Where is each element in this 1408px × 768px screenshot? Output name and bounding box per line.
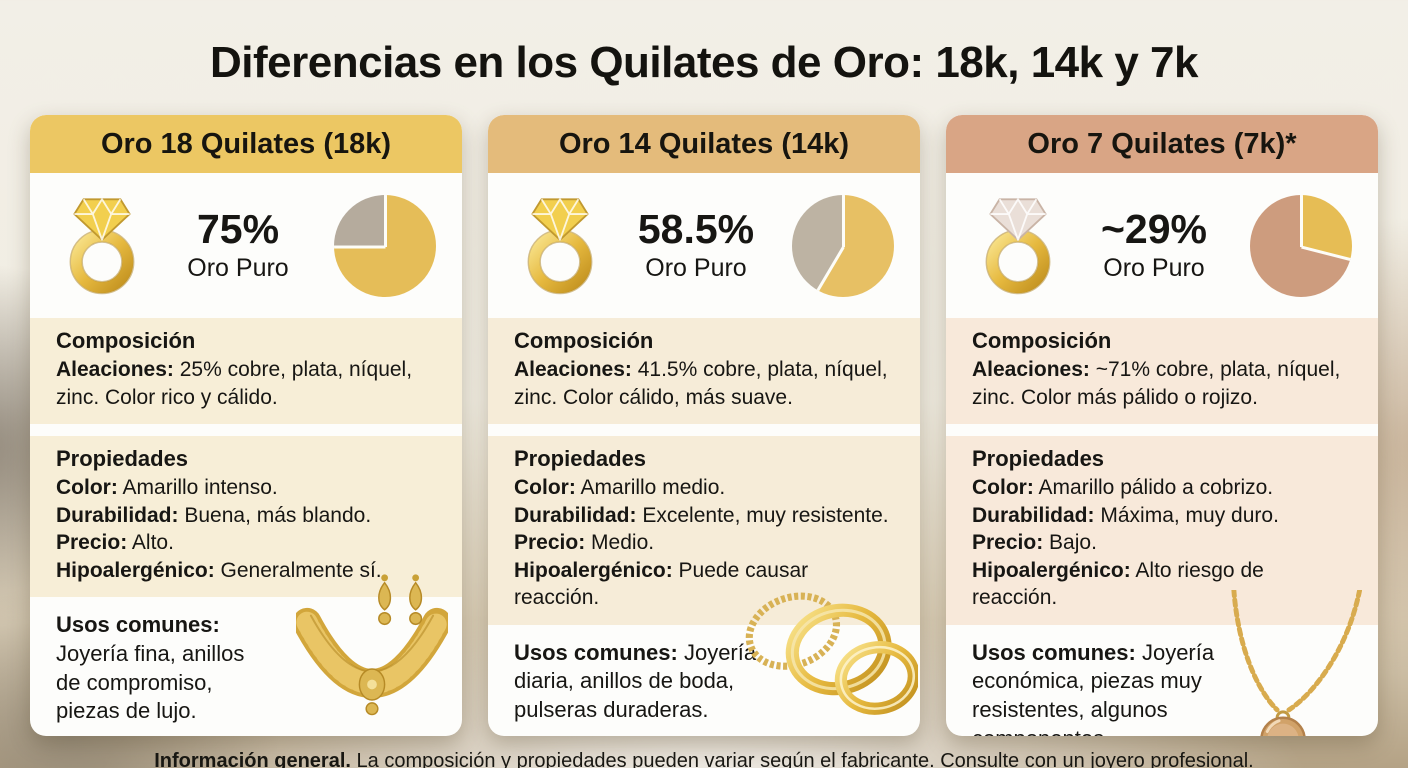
purity-percent: 75% (196, 206, 280, 253)
property-label: Precio: (514, 531, 586, 554)
uses-text: Usos comunes: Joyería fina, anillos de c… (56, 611, 273, 726)
karat-cards-row: Oro 18 Quilates (18k) 75% Oro Puro (30, 115, 1378, 736)
section-title: Composición (514, 328, 654, 353)
card-header-14k: Oro 14 Quilates (14k) (488, 115, 920, 173)
property-row: Color: Amarillo pálido a cobrizo. (972, 474, 1352, 502)
property-row: Hipoalergénico: Puede causar reacción. (514, 557, 894, 612)
properties-section: Propiedades Color: Amarillo intenso. Dur… (30, 436, 462, 597)
property-value: Máxima, muy duro. (1100, 503, 1279, 527)
property-label: Hipoalergénico: (972, 558, 1131, 582)
karat-card-7k: Oro 7 Quilates (7k)* ~29% Oro Puro (946, 115, 1378, 736)
page-title: Diferencias en los Quilates de Oro: 18k,… (210, 38, 1198, 87)
property-label: Durabilidad: (972, 503, 1095, 527)
footer-lead: Información general. (154, 750, 351, 768)
gold-ring-icon (56, 190, 148, 301)
property-row: Hipoalergénico: Alto riesgo de reacción. (972, 557, 1352, 612)
gold-ring-icon (514, 190, 606, 301)
properties-section: Propiedades Color: Amarillo medio. Durab… (488, 436, 920, 625)
purity-value-block: ~29% Oro Puro (1064, 208, 1250, 282)
pie-seam (1300, 245, 1352, 261)
purity-percent: ~29% (1100, 206, 1207, 253)
property-value: Alto riesgo de reacción. (972, 558, 1264, 610)
gold-necklace-earrings-icon (296, 574, 448, 716)
section-title: Composición (56, 328, 196, 353)
purity-value-block: 58.5% Oro Puro (606, 208, 792, 282)
uses-section: Usos comunes: Joyería fina, anillos de c… (30, 574, 462, 736)
purity-summary-14k: 58.5% Oro Puro (488, 173, 920, 318)
composition-section: Composición Aleaciones: 41.5% cobre, pla… (488, 318, 920, 424)
purity-pie-chart (334, 194, 436, 297)
composition-text: Aleaciones: 41.5% cobre, plata, níquel, … (514, 358, 888, 409)
uses-section: Usos comunes: Joyería diaria, anillos de… (488, 592, 920, 737)
composition-lead: Aleaciones: (972, 358, 1090, 381)
property-value: Amarillo pálido a cobrizo. (1038, 476, 1274, 499)
property-value: Amarillo intenso. (122, 476, 278, 499)
uses-label: Usos comunes: (972, 639, 1136, 665)
uses-label: Usos comunes: (56, 612, 220, 637)
section-title: Propiedades (514, 446, 647, 471)
purity-label: Oro Puro (1103, 253, 1205, 282)
property-value: Medio. (591, 531, 655, 554)
composition-lead: Aleaciones: (56, 358, 174, 381)
pie-seam (841, 194, 845, 247)
property-value: Puede causar reacción. (514, 558, 809, 610)
composition-text: Aleaciones: 25% cobre, plata, níquel, zi… (56, 358, 413, 409)
card-header-18k: Oro 18 Quilates (18k) (30, 115, 462, 173)
property-row: Precio: Medio. (514, 529, 894, 557)
section-title: Propiedades (972, 446, 1105, 471)
property-row: Hipoalergénico: Generalmente sí. (56, 557, 436, 585)
purity-pie-chart (792, 194, 894, 297)
property-label: Color: (56, 476, 118, 499)
section-title: Composición (972, 328, 1112, 353)
property-label: Hipoalergénico: (56, 558, 215, 582)
property-row: Color: Amarillo medio. (514, 474, 894, 502)
purity-percent: 58.5% (637, 206, 755, 253)
property-value: Bajo. (1049, 531, 1097, 554)
pie-seam (383, 194, 387, 247)
property-value: Buena, más blando. (184, 503, 372, 527)
purity-summary-7k: ~29% Oro Puro (946, 173, 1378, 318)
property-value: Amarillo medio. (580, 476, 726, 499)
card-header-7k: Oro 7 Quilates (7k)* (946, 115, 1378, 173)
property-label: Color: (514, 476, 576, 499)
purity-value-block: 75% Oro Puro (148, 208, 334, 282)
karat-card-14k: Oro 14 Quilates (14k) 58.5% Oro Puro (488, 115, 920, 736)
property-label: Precio: (972, 531, 1044, 554)
section-title: Propiedades (56, 446, 189, 471)
composition-section: Composición Aleaciones: 25% cobre, plata… (30, 318, 462, 424)
property-row: Precio: Alto. (56, 529, 436, 557)
uses-text: Usos comunes: Joyería diaria, anillos de… (514, 639, 757, 723)
property-label: Hipoalergénico: (514, 558, 673, 582)
purity-label: Oro Puro (645, 253, 747, 282)
property-row: Precio: Bajo. (972, 529, 1352, 557)
uses-label: Usos comunes: (514, 639, 678, 665)
property-row: Durabilidad: Máxima, muy duro. (972, 502, 1352, 530)
footer-note: Información general. La composición y pr… (0, 750, 1408, 768)
uses-section: Usos comunes: Joyería económica, piezas … (946, 589, 1378, 737)
property-value: Alto. (131, 531, 174, 554)
infographic-page: Diferencias en los Quilates de Oro: 18k,… (0, 18, 1408, 768)
pie-seam (815, 245, 845, 293)
composition-text: Aleaciones: ~71% cobre, plata, níquel, z… (972, 358, 1341, 409)
property-value: Generalmente sí. (220, 558, 382, 582)
property-row: Durabilidad: Buena, más blando. (56, 502, 436, 530)
property-row: Durabilidad: Excelente, muy resistente. (514, 502, 894, 530)
properties-section: Propiedades Color: Amarillo pálido a cob… (946, 436, 1378, 625)
karat-card-18k: Oro 18 Quilates (18k) 75% Oro Puro (30, 115, 462, 736)
property-row: Color: Amarillo intenso. (56, 474, 436, 502)
purity-label: Oro Puro (187, 253, 289, 282)
property-label: Precio: (56, 531, 128, 554)
gold-ring-pale-diamond-icon (972, 190, 1064, 301)
property-label: Color: (972, 476, 1034, 499)
pie-seam (334, 245, 385, 249)
purity-pie-chart (1250, 194, 1352, 297)
pie-seam (1299, 194, 1303, 247)
uses-text: Usos comunes: Joyería económica, piezas … (972, 639, 1215, 737)
composition-lead: Aleaciones: (514, 358, 632, 381)
property-label: Durabilidad: (56, 503, 179, 527)
property-label: Durabilidad: (514, 503, 637, 527)
composition-section: Composición Aleaciones: ~71% cobre, plat… (946, 318, 1378, 424)
purity-summary-18k: 75% Oro Puro (30, 173, 462, 318)
property-value: Excelente, muy resistente. (642, 503, 889, 527)
